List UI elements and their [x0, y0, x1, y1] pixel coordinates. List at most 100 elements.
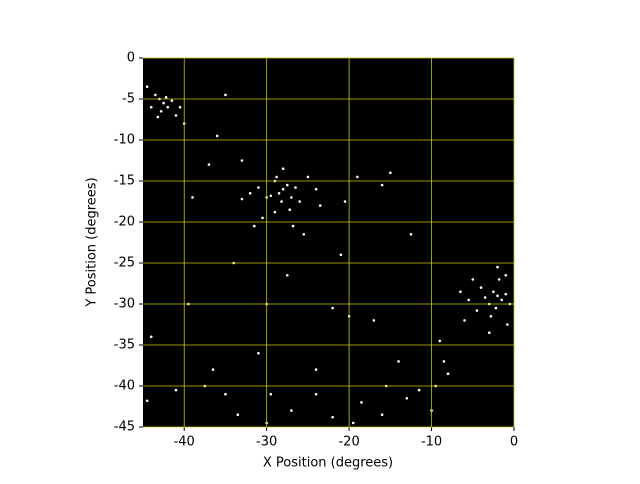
star-point — [492, 290, 495, 294]
star-point — [154, 93, 157, 97]
star-point — [275, 175, 278, 179]
x-tick-label: -40 — [174, 435, 195, 450]
star-point — [170, 99, 174, 102]
star-point — [494, 306, 498, 310]
star-point — [360, 401, 363, 404]
star-point — [207, 163, 211, 166]
y-tick-label: -5 — [122, 92, 135, 107]
star-point — [261, 216, 264, 220]
star-point — [145, 85, 149, 88]
star-point — [149, 105, 153, 109]
star-point — [314, 368, 318, 371]
star-point — [459, 290, 462, 294]
star-point — [156, 115, 160, 119]
star-point — [314, 392, 318, 396]
star-point — [285, 274, 289, 277]
star-point — [145, 399, 149, 403]
star-point — [389, 171, 392, 175]
y-tick-label: -30 — [114, 297, 135, 312]
star-point — [240, 159, 244, 162]
star-point — [257, 186, 260, 189]
star-point — [483, 296, 487, 299]
y-tick-label: -15 — [114, 174, 135, 189]
star-point — [215, 134, 219, 138]
star-point — [253, 224, 256, 228]
star-point — [504, 274, 508, 277]
x-tick-label: 0 — [510, 435, 518, 450]
star-point — [471, 278, 475, 281]
x-axis-label: X Position (degrees) — [263, 456, 393, 471]
star-point — [467, 298, 470, 302]
star-point — [306, 175, 310, 179]
star-point — [288, 208, 292, 211]
star-point — [380, 183, 384, 187]
star-point — [487, 331, 491, 335]
star-point — [331, 306, 334, 310]
y-axis-label: Y Position (degrees) — [85, 177, 100, 307]
star-point — [397, 360, 400, 363]
star-point — [162, 101, 165, 105]
star-point — [302, 233, 306, 236]
star-point — [248, 192, 252, 195]
y-tick-label: -45 — [114, 420, 135, 435]
star-point — [409, 233, 413, 236]
star-point — [211, 368, 215, 371]
star-point — [380, 413, 384, 417]
star-point — [506, 323, 509, 326]
star-point — [290, 196, 293, 199]
star-point — [446, 372, 450, 376]
star-point — [489, 315, 493, 318]
star-point — [277, 192, 281, 195]
star-point — [438, 339, 442, 343]
star-point — [174, 388, 178, 392]
plot-area — [143, 58, 514, 427]
star-point — [331, 415, 334, 419]
star-point — [257, 351, 260, 355]
star-point — [318, 204, 322, 207]
star-point — [149, 335, 153, 339]
y-tick-label: -10 — [114, 133, 135, 148]
star-point — [159, 110, 163, 113]
star-point — [281, 187, 285, 191]
star-point — [164, 96, 168, 99]
star-point — [343, 200, 347, 203]
star-point — [273, 210, 277, 214]
star-point — [442, 360, 446, 363]
star-point — [372, 319, 376, 322]
star-point — [356, 175, 359, 179]
x-tick-label: -30 — [256, 435, 277, 450]
star-point — [405, 397, 409, 400]
star-point — [500, 298, 503, 302]
star-point — [475, 309, 479, 312]
star-point — [291, 224, 295, 228]
star-point — [496, 294, 499, 298]
star-point — [174, 114, 178, 117]
star-point — [351, 421, 355, 425]
star-point — [298, 200, 301, 203]
star-point — [269, 194, 273, 198]
star-point — [178, 105, 182, 109]
x-tick-label: -20 — [338, 435, 359, 450]
star-point — [479, 286, 483, 289]
y-tick-label: -20 — [114, 215, 135, 230]
star-point — [417, 388, 421, 392]
star-point — [497, 278, 501, 281]
star-point — [166, 105, 170, 109]
star-point — [281, 167, 285, 170]
star-point — [339, 253, 343, 257]
star-point — [290, 409, 293, 412]
star-point — [463, 319, 466, 322]
y-tick-label: -35 — [114, 338, 135, 353]
y-tick-label: -25 — [114, 256, 135, 271]
star-point — [285, 183, 289, 187]
star-point — [224, 392, 227, 396]
star-point — [496, 265, 499, 269]
x-tick-label: -10 — [421, 435, 442, 450]
star-point — [314, 187, 318, 191]
star-point — [504, 292, 508, 296]
star-point — [224, 93, 227, 97]
star-point — [191, 196, 194, 199]
star-point — [240, 197, 244, 201]
star-point — [269, 392, 273, 396]
